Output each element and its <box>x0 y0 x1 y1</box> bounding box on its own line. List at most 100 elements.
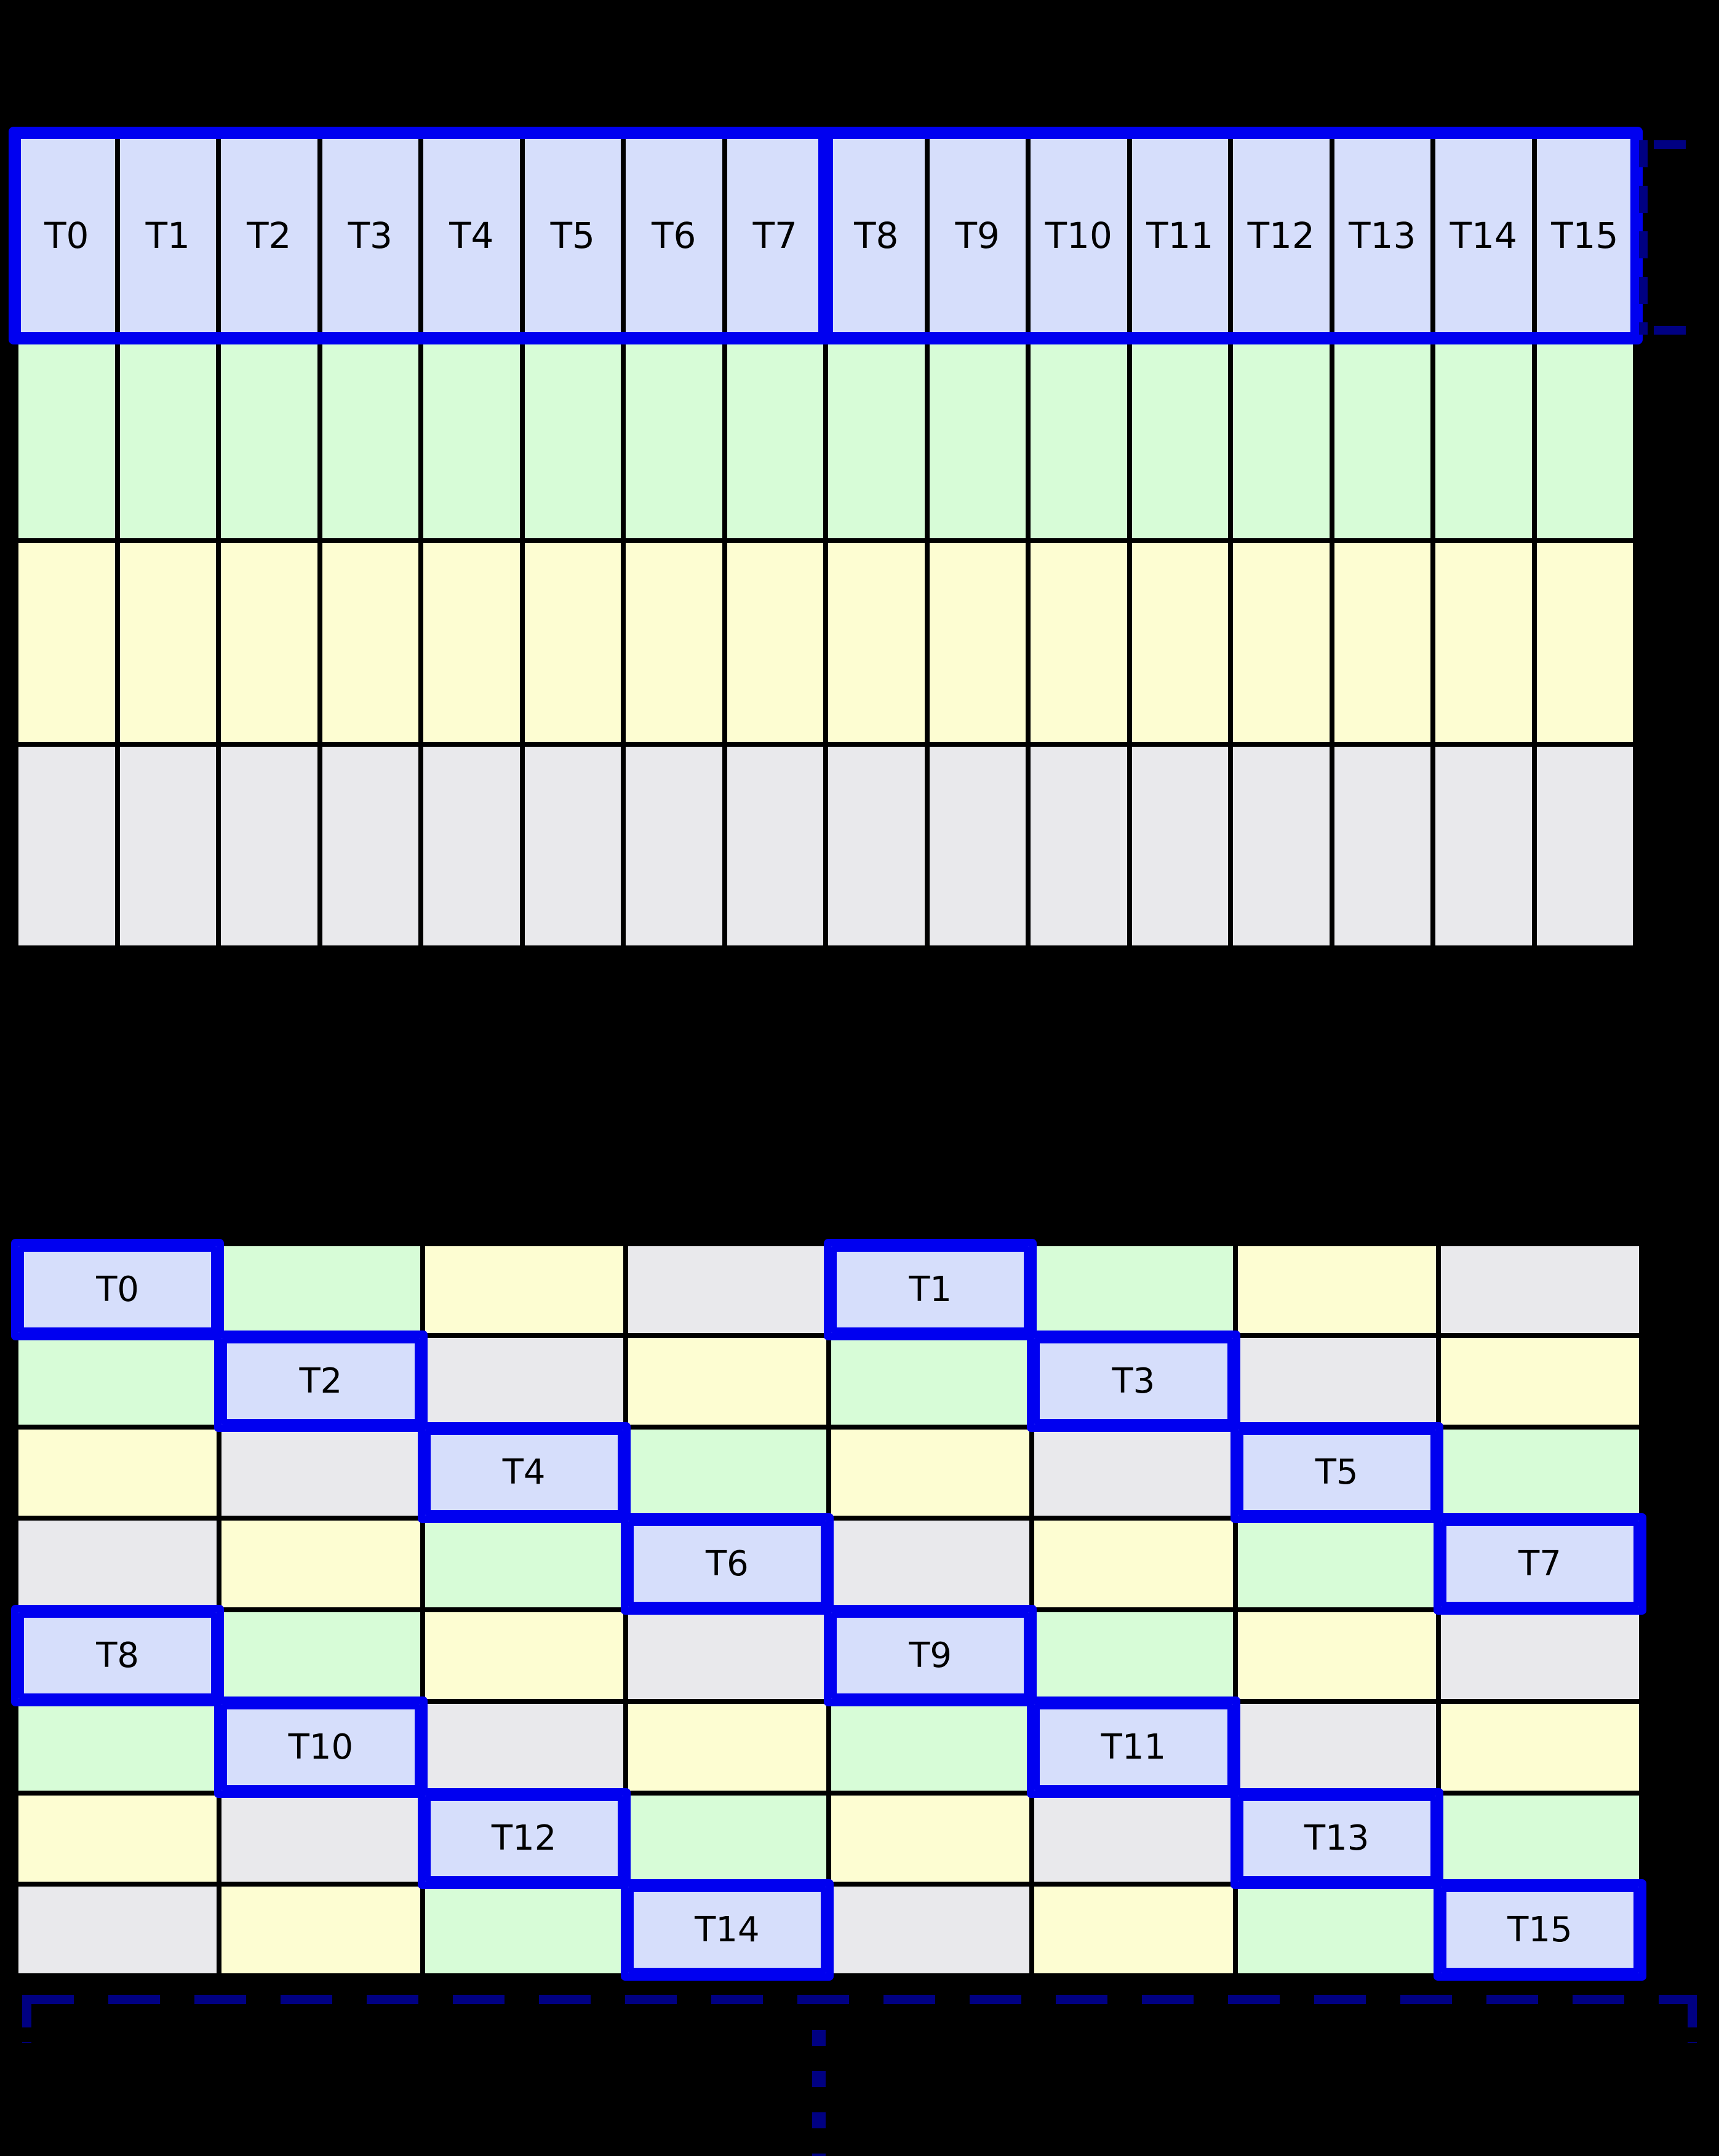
bank-cell <box>1034 1521 1233 1607</box>
bank-cell <box>221 1246 420 1333</box>
bracket-left-tick <box>22 2003 31 2043</box>
bank-cell <box>524 747 621 945</box>
bank-cell <box>221 543 317 742</box>
bank-cell <box>831 1703 1030 1791</box>
bank-cell <box>524 340 621 538</box>
bank-cell <box>221 1887 420 1973</box>
thread-cell: T12 <box>1233 137 1330 335</box>
bracket-bottom-tick <box>1654 326 1686 335</box>
bank-cell <box>1233 543 1330 742</box>
bracket-right-tick <box>1688 2003 1697 2043</box>
bank-cell <box>18 1521 217 1607</box>
bank-cell <box>1237 1337 1436 1425</box>
thread-cell: T6 <box>626 137 722 335</box>
bank-cell <box>1034 1795 1233 1882</box>
thread-cell: T1 <box>119 137 216 335</box>
bank-cell <box>1435 340 1532 538</box>
bank-cell <box>831 1887 1030 1973</box>
bank-cell <box>322 340 418 538</box>
bank-cell <box>1237 1612 1436 1699</box>
thread-cell: T15 <box>1536 137 1633 335</box>
thread-cell: T11 <box>1034 1703 1233 1791</box>
thread-cell: T4 <box>423 137 520 335</box>
bank-cell <box>929 340 1026 538</box>
thread-cell: T15 <box>1440 1887 1639 1973</box>
bracket-dashed-line <box>1639 140 1648 335</box>
thread-cell: T6 <box>628 1521 826 1607</box>
bank-cell <box>425 1521 623 1607</box>
thread-cell: T13 <box>1334 137 1430 335</box>
bank-cell <box>425 1246 623 1333</box>
bank-cell <box>1237 1521 1436 1607</box>
bank-cell <box>425 1887 623 1973</box>
bank-cell <box>119 747 216 945</box>
bank-cell <box>1435 543 1532 742</box>
bank-cell <box>628 1337 826 1425</box>
thread-cell: T9 <box>831 1612 1030 1699</box>
thread-cell: T0 <box>18 1246 217 1333</box>
bank-cell <box>18 747 115 945</box>
bank-cell <box>1536 543 1633 742</box>
bank-cell <box>828 543 925 742</box>
ellipsis-dot <box>812 2112 826 2128</box>
thread-cell: T3 <box>1034 1337 1233 1425</box>
permuted-layout-grid: T0 T1 T2 T3 T4 T5 T6 T7 T8 T9 T10 T11 T12 T13 T14 T15 <box>14 1241 1644 1978</box>
bank-cell <box>1233 340 1330 538</box>
thread-cell: T12 <box>425 1795 623 1882</box>
bank-cell <box>626 747 722 945</box>
bracket-top-tick <box>1654 140 1686 149</box>
bank-cell <box>1131 543 1228 742</box>
bank-cell <box>221 1795 420 1882</box>
vertical-ellipsis <box>812 2030 826 2156</box>
bank-cell <box>1435 747 1532 945</box>
bank-cell <box>831 1795 1030 1882</box>
thread-cell: T8 <box>828 137 925 335</box>
bank-cell <box>1237 1246 1436 1333</box>
bank-cell <box>524 543 621 742</box>
bank-cell <box>929 543 1026 742</box>
bank-cell <box>1440 1246 1639 1333</box>
bank-cell <box>119 340 216 538</box>
bank-cell <box>727 747 823 945</box>
thread-cell: T14 <box>628 1887 826 1973</box>
thread-cell: T4 <box>425 1429 623 1516</box>
bank-cell <box>628 1703 826 1791</box>
coalesced-access-grid: T0 T1 T2 T3 T4 T5 T6 T7 T8 T9 T10 T11 T12 T13 T14 T15 <box>9 127 1643 950</box>
bank-cell <box>929 747 1026 945</box>
bank-cell <box>1440 1337 1639 1425</box>
bank-cell <box>18 1887 217 1973</box>
bank-cell <box>828 340 925 538</box>
warp-span-bracket <box>22 1995 1697 2043</box>
bank-cell <box>1237 1887 1436 1973</box>
bank-cell <box>1237 1703 1436 1791</box>
bank-cell <box>18 1429 217 1516</box>
bank-cell <box>119 543 216 742</box>
bank-cell <box>628 1795 826 1882</box>
bank-cell <box>322 543 418 742</box>
thread-cell: T5 <box>524 137 621 335</box>
bank-cell <box>1334 340 1430 538</box>
bank-cell <box>18 1795 217 1882</box>
bank-cell <box>1536 340 1633 538</box>
bank-cell <box>727 543 823 742</box>
bracket-dashed-line <box>22 1995 1697 2004</box>
bank-cell <box>18 340 115 538</box>
thread-cell: T14 <box>1435 137 1532 335</box>
bank-cell <box>628 1246 826 1333</box>
bank-cell <box>828 747 925 945</box>
bank-cell <box>18 1337 217 1425</box>
thread-cell: T2 <box>221 1337 420 1425</box>
thread-cell: T3 <box>322 137 418 335</box>
thread-cell: T7 <box>1440 1521 1639 1607</box>
bank-cell <box>1031 340 1127 538</box>
bank-cell <box>628 1429 826 1516</box>
thread-cell: T9 <box>929 137 1026 335</box>
bank-cell <box>626 543 722 742</box>
bank-cell <box>1440 1795 1639 1882</box>
bank-cell <box>1034 1612 1233 1699</box>
bank-cell <box>1233 747 1330 945</box>
bank-cell <box>425 1703 623 1791</box>
bank-cell <box>1034 1887 1233 1973</box>
ellipsis-dot <box>812 2030 826 2046</box>
ellipsis-dot <box>812 2154 826 2156</box>
